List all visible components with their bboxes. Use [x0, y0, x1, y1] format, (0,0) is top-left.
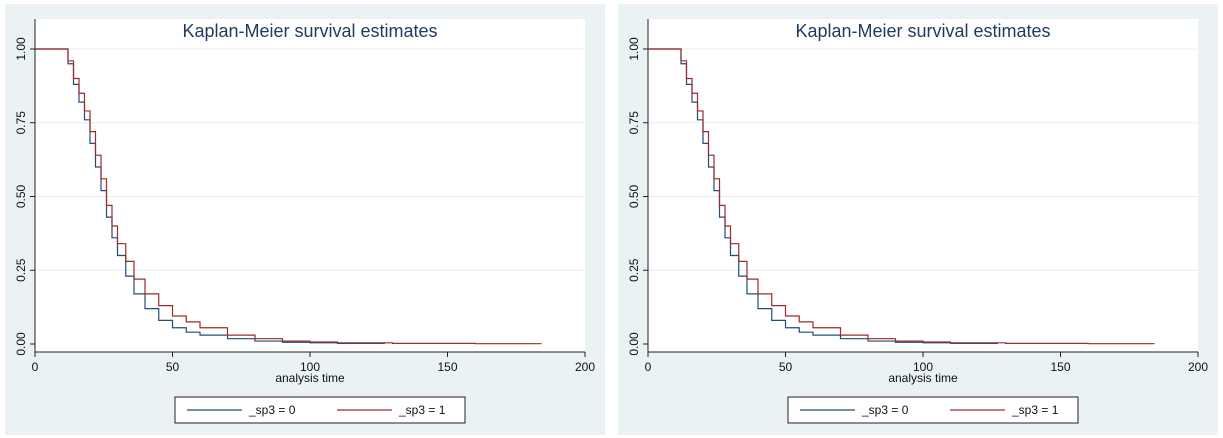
y-tick-label: 0.00	[14, 332, 28, 356]
x-tick-label: 150	[1050, 360, 1070, 374]
legend-label: _sp3 = 1	[398, 403, 446, 417]
plot-area	[648, 19, 1198, 352]
km-chart-right: Kaplan-Meier survival estimates 0.00 0.25 0…	[618, 4, 1218, 435]
y-tick-label: 1.00	[627, 37, 641, 61]
x-tick-label: 200	[1188, 360, 1208, 374]
legend-label: _sp3 = 0	[248, 403, 296, 417]
x-tick-label: 50	[779, 360, 793, 374]
plot-area	[35, 19, 585, 352]
x-tick-label: 200	[575, 360, 595, 374]
x-axis-label: analysis time	[888, 371, 958, 385]
y-tick-label: 1.00	[14, 37, 28, 61]
chart-title: Kaplan-Meier survival estimates	[795, 21, 1050, 41]
y-tick-label: 0.25	[14, 258, 28, 282]
km-curve-sp3-1	[35, 48, 542, 345]
km-curve-sp3-0	[648, 48, 998, 345]
x-tick-label: 150	[437, 360, 457, 374]
km-curve-sp3-0	[35, 48, 385, 345]
x-tick-label: 0	[645, 360, 652, 374]
x-tick-label: 50	[166, 360, 180, 374]
y-tick-label: 0.00	[627, 332, 641, 356]
legend-label: _sp3 = 0	[861, 403, 909, 417]
km-plot-left-svg: Kaplan-Meier survival estimates 0.00 0.25 0…	[14, 19, 595, 424]
km-plot-right-svg: Kaplan-Meier survival estimates 0.00 0.25 0…	[627, 19, 1208, 424]
x-axis-label: analysis time	[275, 371, 345, 385]
x-tick-label: 0	[32, 360, 39, 374]
y-tick-label: 0.25	[627, 258, 641, 282]
x-tick-label: 100	[300, 360, 320, 374]
y-tick-label: 0.50	[14, 184, 28, 208]
y-tick-label: 0.75	[14, 111, 28, 135]
chart-title: Kaplan-Meier survival estimates	[182, 21, 437, 41]
x-tick-label: 100	[913, 360, 933, 374]
y-tick-label: 0.75	[627, 111, 641, 135]
km-curve-sp3-1	[648, 48, 1155, 345]
km-chart-left: Kaplan-Meier survival estimates 0.00 0.25 0…	[5, 4, 605, 435]
y-tick-label: 0.50	[627, 184, 641, 208]
legend-label: _sp3 = 1	[1011, 403, 1059, 417]
